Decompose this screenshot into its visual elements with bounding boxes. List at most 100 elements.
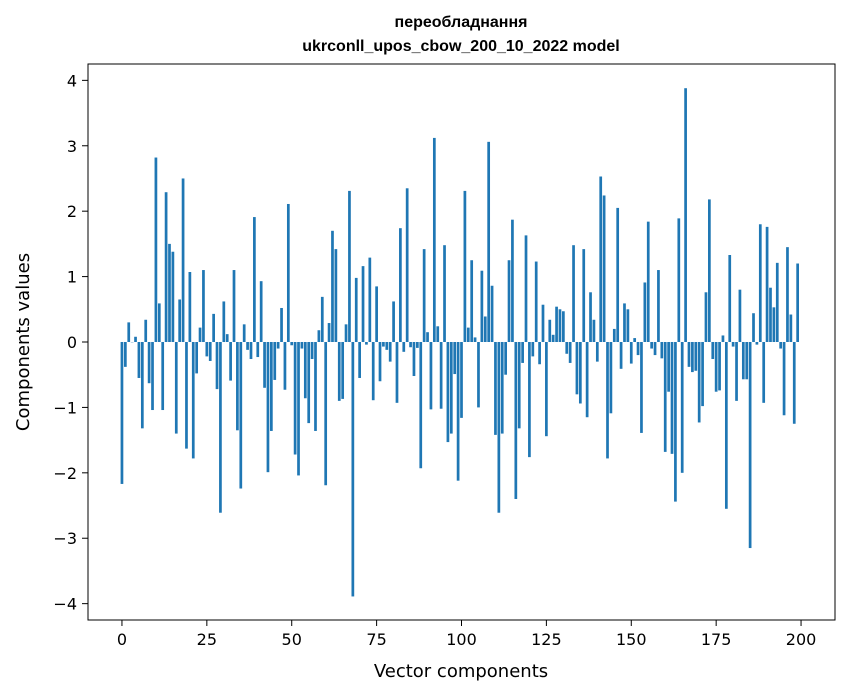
bar xyxy=(490,285,494,342)
bar xyxy=(300,342,304,349)
bar xyxy=(623,303,626,342)
bar xyxy=(392,301,395,342)
bar xyxy=(786,247,789,342)
bar xyxy=(494,342,497,435)
bar xyxy=(589,292,592,342)
bar xyxy=(446,342,450,443)
bar xyxy=(575,342,579,395)
bar xyxy=(297,342,300,476)
bar xyxy=(640,342,643,433)
x-tick-label: 200 xyxy=(786,630,817,649)
plot-frame xyxy=(87,63,836,621)
bar xyxy=(354,277,358,342)
bar-series xyxy=(120,88,800,597)
bar xyxy=(263,342,266,388)
bar xyxy=(164,192,168,342)
bar xyxy=(775,262,779,342)
bar xyxy=(477,342,480,408)
bar xyxy=(371,342,375,401)
bar xyxy=(157,303,161,342)
bar xyxy=(205,342,209,357)
bar xyxy=(449,342,453,434)
bar xyxy=(416,342,419,348)
bar xyxy=(286,203,290,342)
bar xyxy=(650,342,654,349)
bar xyxy=(551,334,555,342)
bar xyxy=(687,342,691,367)
bar xyxy=(185,342,188,449)
bar xyxy=(657,270,660,342)
bar xyxy=(721,335,725,342)
bar xyxy=(616,207,620,342)
bar xyxy=(463,190,467,342)
bar xyxy=(595,342,599,362)
bar xyxy=(151,342,154,411)
bar xyxy=(735,342,738,401)
bar xyxy=(765,226,769,342)
bar xyxy=(606,342,609,459)
x-axis-ticks: 0 25 50 75 100 125 150 175 200 xyxy=(117,620,816,649)
bar xyxy=(779,342,783,349)
bar xyxy=(619,342,623,369)
bar xyxy=(585,342,589,418)
y-tick-label: −2 xyxy=(53,464,77,483)
bar xyxy=(633,338,637,342)
bar xyxy=(436,326,440,342)
bar xyxy=(480,270,484,342)
bar xyxy=(358,342,361,378)
bar xyxy=(792,342,796,424)
bar xyxy=(772,307,776,342)
bar xyxy=(229,342,232,381)
bar xyxy=(473,337,477,342)
x-tick-label: 175 xyxy=(701,630,732,649)
bar xyxy=(677,218,681,342)
bar xyxy=(769,287,772,342)
bar xyxy=(684,88,687,342)
bar xyxy=(545,342,548,437)
bar xyxy=(198,327,202,342)
bar xyxy=(399,228,402,342)
bar xyxy=(303,342,307,399)
bar xyxy=(691,342,694,373)
bar xyxy=(161,342,165,411)
bar xyxy=(667,342,670,392)
bar xyxy=(514,342,518,499)
bar xyxy=(724,342,728,509)
bar xyxy=(646,221,650,342)
x-tick-label: 75 xyxy=(366,630,386,649)
bar xyxy=(483,316,487,342)
bar xyxy=(592,319,596,342)
bar xyxy=(215,342,219,390)
x-axis-label: Vector components xyxy=(374,661,548,682)
y-tick-label: 0 xyxy=(67,333,77,352)
bar xyxy=(239,342,243,489)
bar xyxy=(120,342,124,484)
bar xyxy=(599,176,603,342)
bar xyxy=(134,336,137,342)
bar xyxy=(538,342,541,365)
bar xyxy=(368,257,372,342)
bar xyxy=(334,249,338,342)
y-tick-label: 2 xyxy=(67,202,77,221)
x-tick-label: 100 xyxy=(446,630,477,649)
bar xyxy=(375,286,378,342)
bar xyxy=(487,141,491,342)
x-tick-label: 50 xyxy=(282,630,302,649)
bar xyxy=(273,342,277,380)
bar xyxy=(385,342,389,350)
bar xyxy=(378,342,382,382)
bar xyxy=(718,342,721,391)
bar xyxy=(222,301,226,342)
bar xyxy=(348,190,351,342)
bar xyxy=(460,342,463,418)
bar xyxy=(351,342,355,597)
bar xyxy=(314,342,317,431)
bar xyxy=(412,342,416,377)
bar xyxy=(562,311,565,342)
bar xyxy=(382,342,385,347)
bar xyxy=(195,342,199,374)
y-tick-label: −4 xyxy=(53,595,77,614)
bar xyxy=(572,245,575,342)
bar xyxy=(405,188,409,342)
bar xyxy=(755,342,759,345)
